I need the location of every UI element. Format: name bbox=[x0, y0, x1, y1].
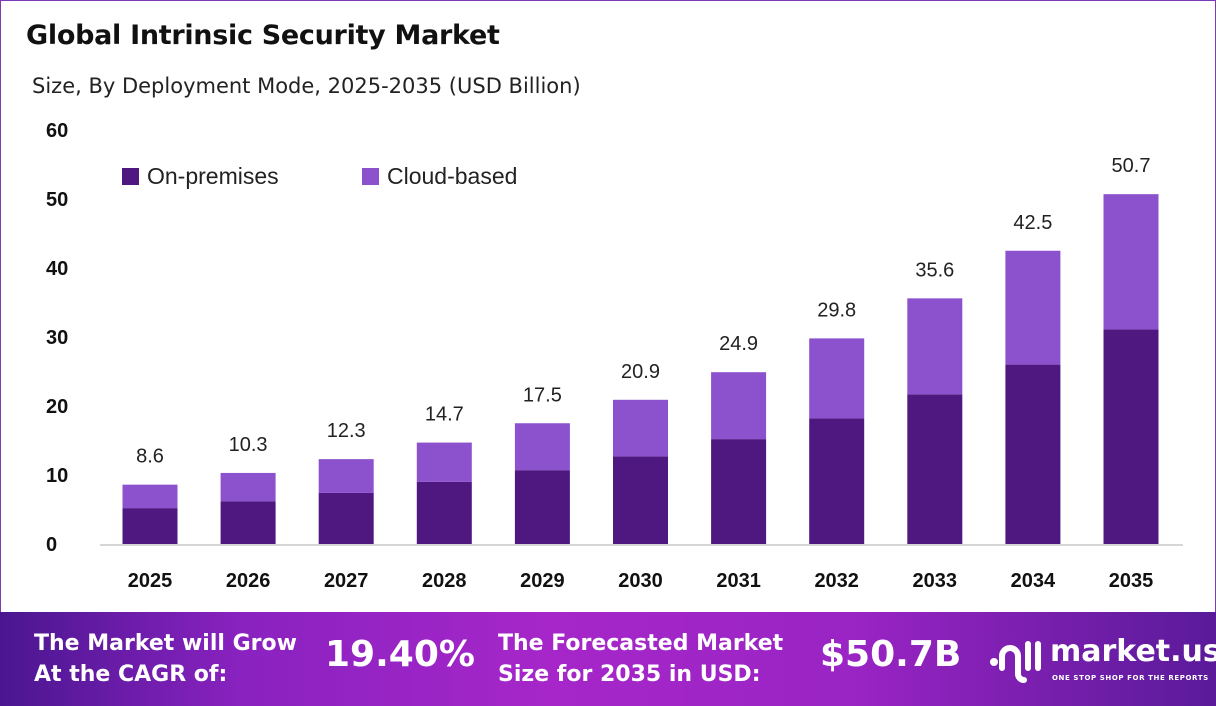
market-us-logo-icon bbox=[990, 641, 1041, 683]
y-tick-label: 30 bbox=[46, 327, 68, 349]
brand-name: market.us bbox=[1050, 634, 1216, 669]
legend-swatch-1 bbox=[362, 168, 379, 185]
bar-cloud-based-2025 bbox=[122, 484, 178, 509]
total-label-2026: 10.3 bbox=[229, 434, 268, 456]
legend-label-1: Cloud-based bbox=[387, 163, 517, 189]
bar-cloud-based-2031 bbox=[711, 372, 767, 440]
total-label-2028: 14.7 bbox=[425, 404, 464, 426]
total-label-2029: 17.5 bbox=[523, 384, 562, 406]
x-tick-label: 2035 bbox=[1109, 570, 1154, 592]
bar-on-premises-2025 bbox=[122, 508, 178, 544]
cagr-label: The Market will Grow At the CAGR of: bbox=[34, 628, 297, 690]
chart-title: Global Intrinsic Security Market bbox=[26, 20, 500, 51]
bar-on-premises-2035 bbox=[1103, 329, 1159, 544]
x-tick-label: 2032 bbox=[814, 570, 859, 592]
total-label-2031: 24.9 bbox=[719, 333, 758, 355]
bar-cloud-based-2032 bbox=[809, 338, 865, 419]
bar-cloud-based-2033 bbox=[907, 298, 963, 395]
brand-tagline: ONE STOP SHOP FOR THE REPORTS bbox=[1052, 674, 1209, 682]
bar-on-premises-2032 bbox=[809, 418, 865, 544]
x-tick-label: 2031 bbox=[716, 570, 761, 592]
total-label-2032: 29.8 bbox=[817, 299, 856, 321]
x-tick-label: 2027 bbox=[324, 570, 369, 592]
bar-on-premises-2030 bbox=[613, 456, 668, 544]
x-tick-label: 2028 bbox=[422, 570, 467, 592]
bar-cloud-based-2027 bbox=[318, 459, 374, 493]
legend-swatch-0 bbox=[122, 168, 139, 185]
x-tick-label: 2030 bbox=[618, 570, 663, 592]
y-tick-label: 40 bbox=[46, 258, 68, 280]
legend-label-0: On-premises bbox=[147, 163, 279, 189]
total-label-2027: 12.3 bbox=[327, 420, 366, 442]
bar-cloud-based-2035 bbox=[1103, 194, 1159, 330]
bar-on-premises-2026 bbox=[220, 501, 276, 544]
x-tick-label: 2034 bbox=[1011, 570, 1056, 592]
bar-cloud-based-2034 bbox=[1005, 250, 1061, 365]
x-tick-label: 2033 bbox=[913, 570, 958, 592]
cagr-label-line2: At the CAGR of: bbox=[34, 662, 228, 687]
x-tick-label: 2029 bbox=[520, 570, 565, 592]
y-tick-label: 50 bbox=[46, 189, 68, 211]
bar-cloud-based-2029 bbox=[514, 423, 570, 471]
total-label-2025: 8.6 bbox=[136, 446, 164, 468]
bar-on-premises-2034 bbox=[1005, 364, 1061, 544]
x-tick-label: 2025 bbox=[128, 570, 173, 592]
total-label-2034: 42.5 bbox=[1013, 212, 1052, 234]
total-label-2033: 35.6 bbox=[915, 259, 954, 281]
total-label-2035: 50.7 bbox=[1112, 155, 1151, 177]
bar-on-premises-2028 bbox=[416, 481, 472, 544]
bar-chart: 01020304050608.6202510.3202612.3202714.7… bbox=[46, 120, 1183, 592]
total-label-2030: 20.9 bbox=[621, 361, 660, 383]
forecast-label: The Forecasted Market Size for 2035 in U… bbox=[498, 628, 783, 690]
chart-subtitle: Size, By Deployment Mode, 2025-2035 (USD… bbox=[32, 74, 581, 98]
y-tick-label: 0 bbox=[46, 534, 57, 556]
bar-cloud-based-2028 bbox=[416, 442, 472, 482]
y-tick-label: 10 bbox=[46, 465, 68, 487]
footer-banner: The Market will Grow At the CAGR of: 19.… bbox=[0, 612, 1216, 706]
cagr-label-line1: The Market will Grow bbox=[34, 631, 297, 656]
bar-on-premises-2027 bbox=[318, 492, 374, 544]
forecast-label-line2: Size for 2035 in USD: bbox=[498, 662, 761, 687]
y-tick-label: 20 bbox=[46, 396, 68, 418]
forecast-value: $50.7B bbox=[820, 634, 962, 675]
bar-cloud-based-2030 bbox=[613, 399, 668, 457]
bar-on-premises-2031 bbox=[711, 439, 767, 544]
x-tick-label: 2026 bbox=[226, 570, 271, 592]
bar-on-premises-2033 bbox=[907, 394, 963, 544]
y-tick-label: 60 bbox=[46, 120, 68, 142]
forecast-label-line1: The Forecasted Market bbox=[498, 631, 784, 656]
cagr-value: 19.40% bbox=[325, 634, 475, 675]
bar-cloud-based-2026 bbox=[220, 472, 276, 502]
bar-on-premises-2029 bbox=[514, 470, 570, 544]
